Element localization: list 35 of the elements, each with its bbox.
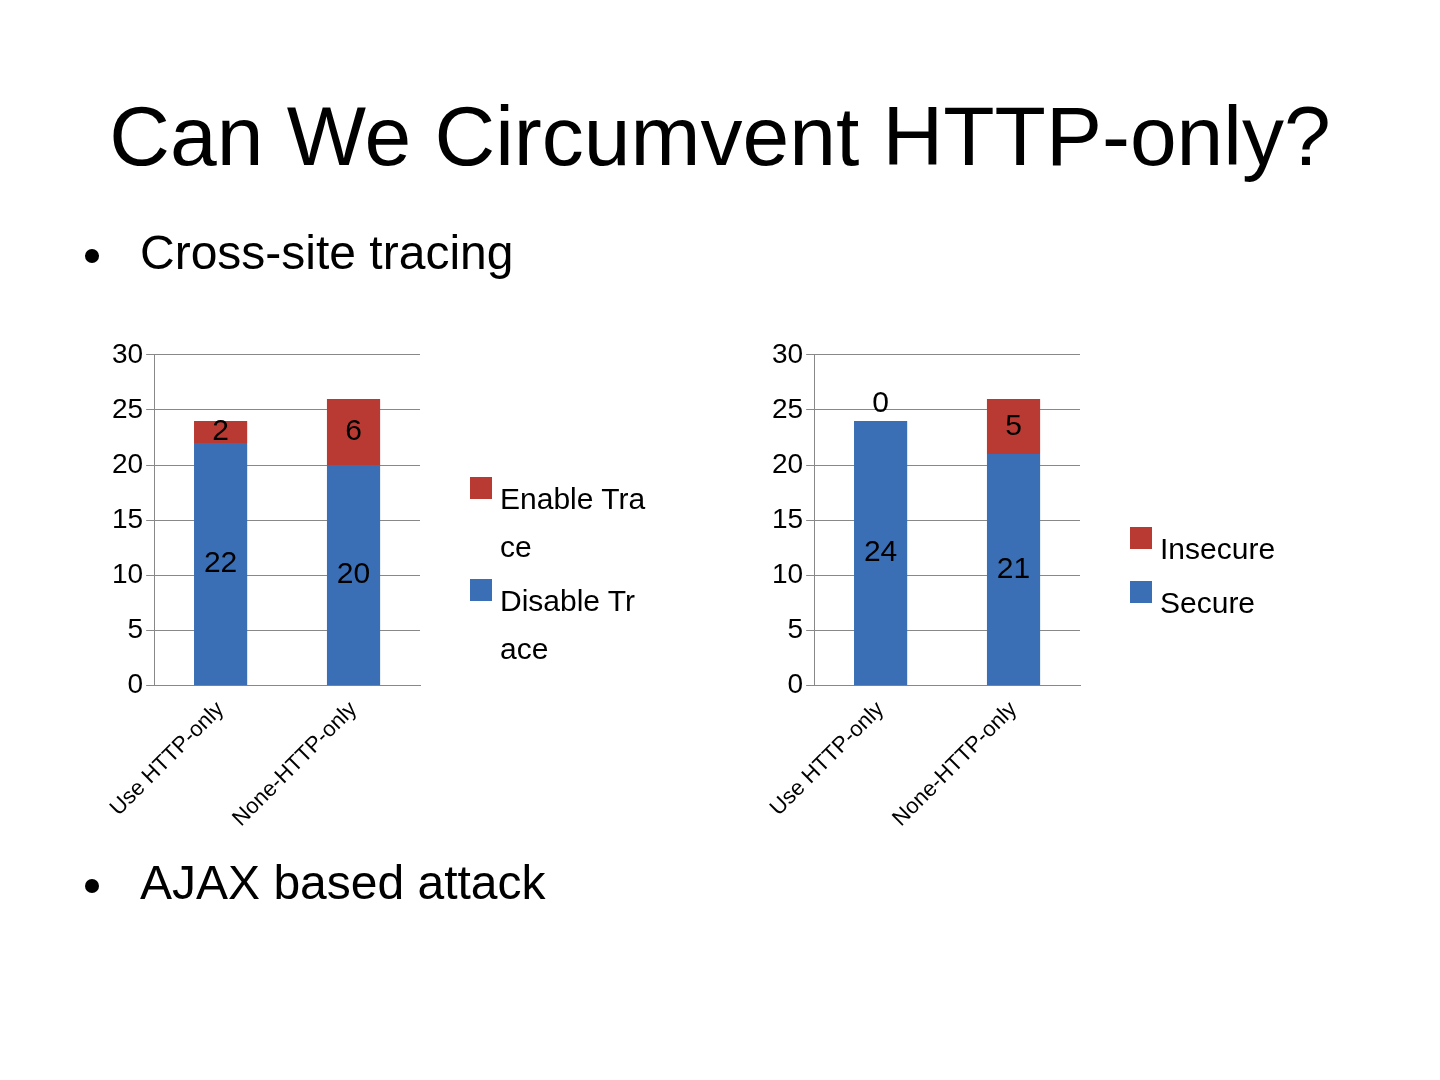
legend-label: Disable Trace	[500, 583, 637, 667]
text: AJAX based attack	[139, 855, 546, 910]
data-label: 22	[203, 545, 238, 579]
y-tick-label: 25	[771, 392, 804, 424]
bar	[986, 454, 1041, 686]
y-tick-label: 5	[787, 613, 804, 645]
legend-label: Enable Trace	[500, 481, 647, 565]
bar	[194, 443, 248, 686]
legend-label: Secure	[1160, 585, 1256, 621]
y-tick-label: 20	[771, 447, 804, 479]
data-label: 0	[872, 385, 889, 419]
y-tick-label: 15	[771, 502, 804, 534]
y-tick-label: 10	[771, 558, 804, 590]
bar	[326, 465, 381, 686]
y-tick-label: 20	[111, 447, 144, 479]
data-label: 20	[336, 556, 371, 590]
data-label: 6	[345, 413, 362, 447]
y-tick-label: 10	[111, 558, 144, 590]
y-tick-label: 25	[111, 392, 144, 424]
bar	[986, 398, 1041, 455]
data-label: 5	[1005, 407, 1022, 441]
y-tick-label: 30	[771, 337, 804, 369]
chart-subtitle: Cross-site tracing	[139, 225, 514, 280]
y-tick-label: 5	[127, 613, 144, 645]
legend-label: Insecure	[1160, 531, 1276, 567]
data-label: 2	[212, 413, 229, 447]
y-tick-label: 0	[127, 668, 144, 700]
data-label: 24	[863, 534, 898, 568]
text: Can We Circumvent HTTP-only?	[108, 88, 1332, 185]
y-tick-label: 0	[787, 668, 804, 700]
bar	[854, 420, 908, 686]
y-tick-label: 30	[111, 337, 144, 369]
data-label: 21	[996, 550, 1031, 584]
bar	[326, 398, 381, 466]
y-tick-label: 15	[111, 502, 144, 534]
